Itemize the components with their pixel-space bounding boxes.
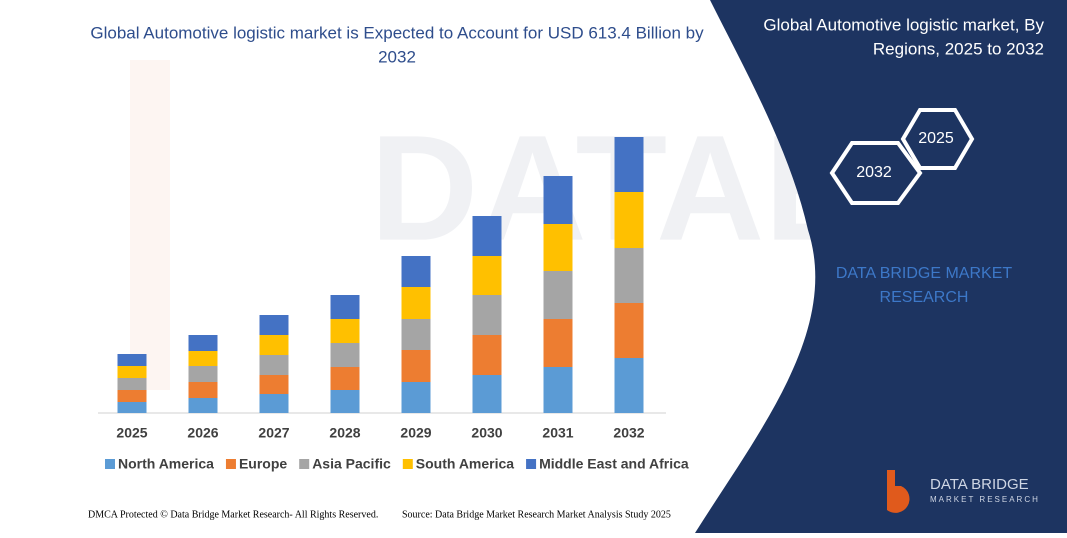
hexagon <box>829 141 923 205</box>
bar-segment <box>188 351 218 366</box>
bar-segment <box>543 176 573 224</box>
bar-segment <box>543 271 573 319</box>
bar-segment <box>401 350 431 382</box>
bar-segment <box>117 354 147 366</box>
logo-name: DATA BRIDGE <box>930 476 1029 493</box>
panel-title: Global Automotive logistic market, By <box>763 15 1044 34</box>
bar-segment <box>543 319 573 367</box>
logo-mark <box>887 470 910 513</box>
bar-segment <box>401 287 431 319</box>
bar-segment <box>259 375 289 394</box>
bar-segment <box>472 216 502 256</box>
legend-swatch <box>299 459 310 469</box>
brand: RESEARCH <box>880 289 969 306</box>
bar-segment <box>330 367 360 390</box>
bar-segment <box>117 402 147 413</box>
bar-segment <box>614 358 644 413</box>
bar-segment <box>188 382 218 398</box>
bar-segment <box>188 398 218 413</box>
bar-segment <box>330 295 360 319</box>
side-panel <box>695 0 1067 533</box>
bar-segment <box>614 248 644 303</box>
bar-segment <box>330 390 360 413</box>
x-tick-label: 2025 <box>116 425 147 441</box>
bar-segment <box>330 343 360 367</box>
bar-segment <box>188 366 218 382</box>
bar-segment <box>259 355 289 375</box>
chart-title: Global Automotive logistic market is Exp… <box>90 23 704 42</box>
bar-segment <box>614 192 644 248</box>
bar-segment <box>188 335 218 351</box>
bar-segment <box>614 137 644 192</box>
panel-title: Regions, 2025 to 2032 <box>873 39 1044 58</box>
bar-segment <box>472 335 502 375</box>
x-tick-label: 2029 <box>400 425 431 441</box>
bar-segment <box>117 378 147 390</box>
hex-label: 2025 <box>918 130 954 147</box>
footer-right: Source: Data Bridge Market Research Mark… <box>402 509 671 520</box>
x-tick-label: 2030 <box>471 425 502 441</box>
legend-swatch <box>105 459 115 469</box>
brand: DATA BRIDGE MARKET <box>836 265 1013 282</box>
bar-segment <box>614 303 644 358</box>
bar-segment <box>543 224 573 271</box>
x-tick-label: 2026 <box>187 425 218 441</box>
legend-label: Middle East and Africa <box>539 456 689 472</box>
logo: DATA BRIDGE MARKET RESEARCH <box>887 470 1040 513</box>
bar-segment <box>259 394 289 413</box>
legend-label: North America <box>118 456 214 472</box>
bar-segment <box>330 319 360 343</box>
legend-swatch <box>526 459 537 469</box>
hex-label: 2032 <box>856 164 892 181</box>
hexagon <box>900 108 975 170</box>
bar-segment <box>117 390 147 402</box>
bar-segment <box>401 382 431 413</box>
bar-segment <box>472 375 502 413</box>
legend-label: Asia Pacific <box>312 456 391 472</box>
legend-label: Europe <box>239 456 287 472</box>
bar-segment <box>472 295 502 335</box>
bar-segment <box>401 319 431 350</box>
legend-label: South America <box>416 456 514 472</box>
bar-segment <box>401 256 431 287</box>
footer-left: DMCA Protected © Data Bridge Market Rese… <box>88 509 378 520</box>
x-tick-label: 2031 <box>542 425 573 441</box>
legend-swatch <box>225 459 236 469</box>
x-tick-label: 2028 <box>329 425 360 441</box>
bar-segment <box>472 256 502 295</box>
bar-segment <box>543 367 573 413</box>
x-tick-label: 2032 <box>613 425 644 441</box>
bar-segment <box>259 335 289 355</box>
x-tick-label: 2027 <box>258 425 289 441</box>
bar-segment <box>117 366 147 378</box>
chart-title: 2032 <box>378 47 416 66</box>
logo-tagline: MARKET RESEARCH <box>930 495 1040 504</box>
legend-swatch <box>402 459 413 469</box>
bar-segment <box>259 315 289 335</box>
